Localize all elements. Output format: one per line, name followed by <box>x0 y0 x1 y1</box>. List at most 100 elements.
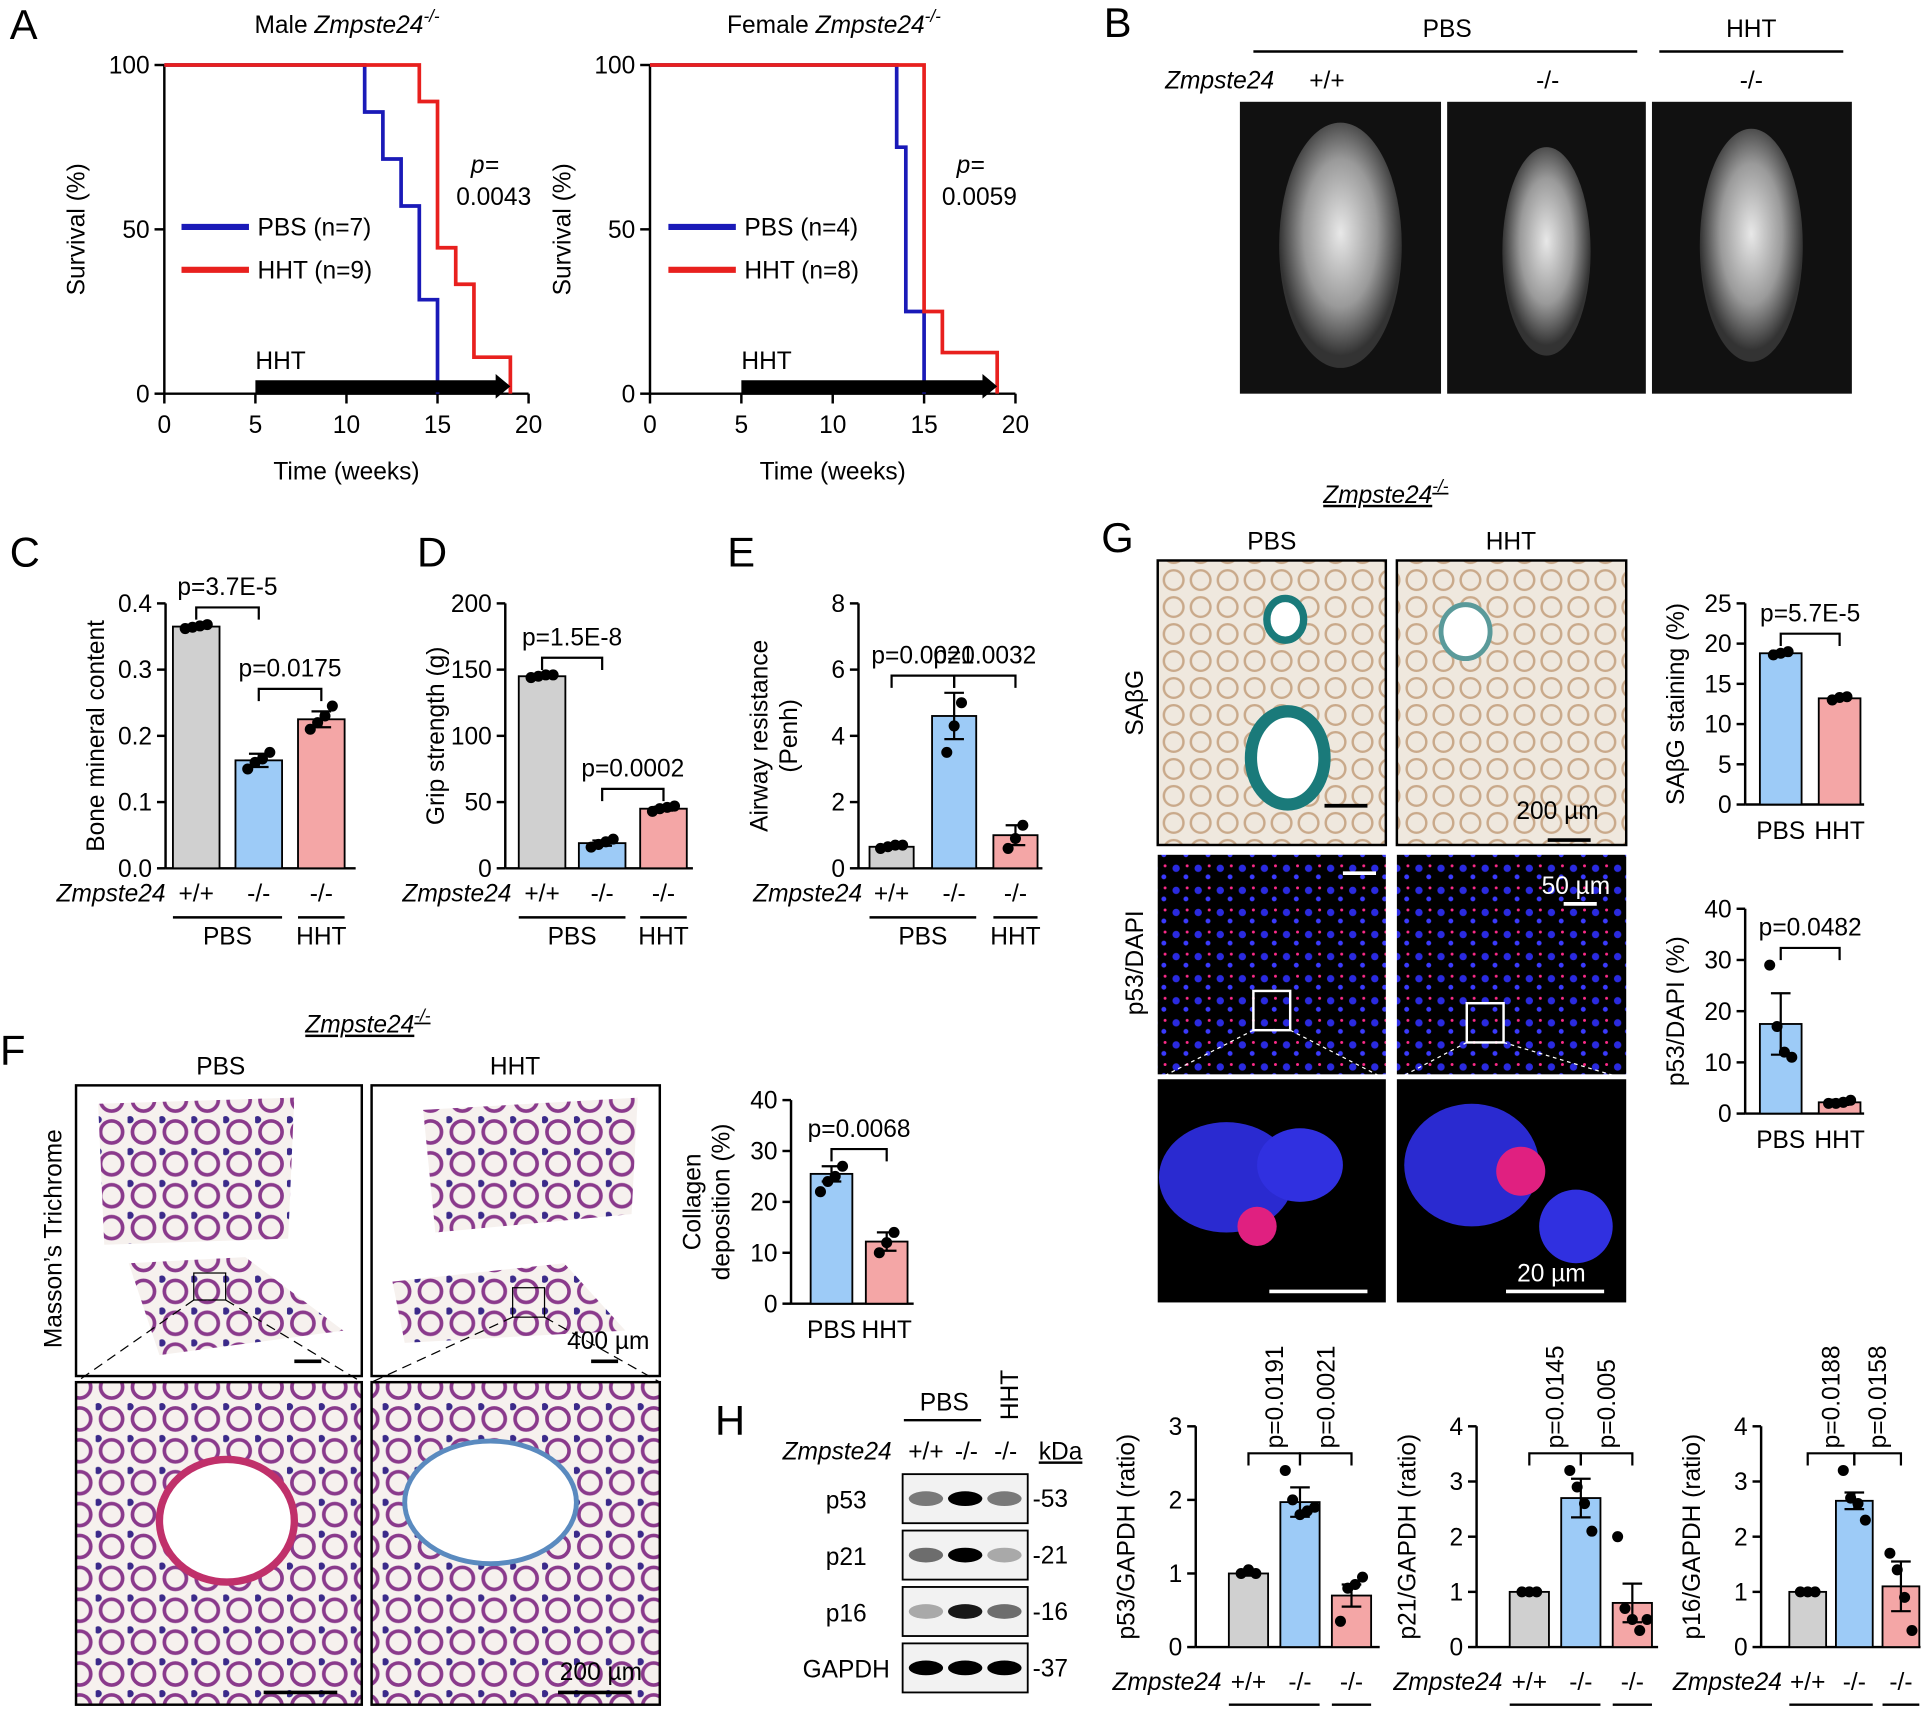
p-value: p=0.0021 <box>871 642 974 669</box>
y-tick-label: 0 <box>1718 1101 1732 1128</box>
data-point <box>1837 1464 1849 1476</box>
x-tick-label: 10 <box>819 412 846 439</box>
y-tick-label: 3 <box>1169 1414 1183 1441</box>
category-label: -/- <box>943 880 966 907</box>
group-label: HHT <box>638 923 688 950</box>
data-point <box>1859 1514 1871 1526</box>
y-tick-label: 40 <box>750 1088 777 1115</box>
y-tick-label: 0 <box>478 856 492 883</box>
blot-band <box>987 1491 1022 1507</box>
nucleus <box>1257 1128 1343 1202</box>
data-point <box>1578 1498 1591 1510</box>
genotype-label: Zmpste24 <box>782 1438 892 1465</box>
p-value: 0.0043 <box>456 184 531 211</box>
data-point <box>1634 1624 1646 1637</box>
data-point <box>242 763 254 775</box>
data-point <box>941 746 953 758</box>
bar <box>1508 1590 1550 1648</box>
blot-band <box>948 1491 983 1507</box>
p-value: p=0.0002 <box>581 756 684 783</box>
y-tick-label: 0 <box>831 856 845 883</box>
data-point <box>1250 1567 1262 1579</box>
data-point <box>1531 1586 1543 1598</box>
panel-g: G Zmpste24-/- PBS HHT SAβG p53/DAPI 200 … <box>1101 476 1628 1303</box>
bar <box>1758 652 1803 806</box>
p-value: p=0.0188 <box>1819 1345 1846 1448</box>
category-label: +/+ <box>1512 1669 1547 1696</box>
column-label: PBS <box>196 1053 245 1080</box>
p-value: p=5.7E-5 <box>1760 600 1860 627</box>
comparison-bracket <box>830 1147 888 1162</box>
genotype-label: Zmpste24 <box>752 880 862 907</box>
data-point <box>1357 1571 1369 1583</box>
data-point <box>1564 1464 1576 1476</box>
genotype: -/- <box>955 1438 978 1465</box>
group-label: HHT <box>1726 16 1776 43</box>
category-label: -/- <box>247 880 270 907</box>
fluorescence-image <box>1396 854 1627 1075</box>
y-axis-label: p21/GAPDH (ratio) <box>1394 1434 1421 1640</box>
column-label: HHT <box>1486 528 1536 555</box>
panel-label: B <box>1104 0 1132 46</box>
treatment-label: HHT <box>255 348 305 375</box>
y-tick-label: 30 <box>750 1139 777 1166</box>
category-label: +/+ <box>1790 1669 1825 1696</box>
y-tick-label: 150 <box>451 657 492 684</box>
title: Female <box>727 12 809 39</box>
gene: Zmpste24 <box>815 12 925 39</box>
zoom-line <box>75 1299 661 1383</box>
category-label: -/- <box>591 880 614 907</box>
bar <box>1279 1501 1321 1648</box>
data-point <box>1279 1464 1291 1476</box>
legend-label: PBS (n=7) <box>258 214 372 241</box>
y-axis-label: p53/GAPDH (ratio) <box>1113 1434 1140 1640</box>
y-tick-label: 40 <box>1704 896 1731 923</box>
band-label: p16 <box>826 1600 867 1627</box>
legend-label: HHT (n=8) <box>744 257 859 284</box>
p53-signal <box>1237 1206 1277 1247</box>
comparison-bracket <box>601 787 665 802</box>
y-axis-label: Grip strength (g) <box>423 647 450 825</box>
scale-label: 20 µm <box>1517 1261 1586 1288</box>
y-axis-label: deposition (%) <box>709 1124 736 1281</box>
y-tick-label: 2 <box>1449 1524 1463 1551</box>
data-point <box>319 710 331 722</box>
data-point <box>837 1160 849 1172</box>
y-axis-label: Survival (%) <box>549 163 576 295</box>
band-size: -53 <box>1033 1486 1068 1513</box>
p-value: p=0.0021 <box>1313 1345 1340 1448</box>
category-label: +/+ <box>524 880 559 907</box>
panel-label: A <box>10 1 38 48</box>
category-label: -/- <box>652 880 675 907</box>
y-tick-label: 50 <box>122 217 149 244</box>
y-tick-label: 15 <box>1704 671 1731 698</box>
y-axis-label: p53/DAPI (%) <box>1663 936 1690 1086</box>
y-tick-label: 8 <box>831 591 845 618</box>
panel-label: C <box>10 529 40 576</box>
gene: Zmpste24 <box>313 12 423 39</box>
title: Male <box>254 12 307 39</box>
genotype-label: Zmpste24 <box>1111 1669 1221 1696</box>
p-value: p=0.0145 <box>1543 1345 1570 1448</box>
comparison-bracket <box>1779 632 1841 646</box>
zoom-box <box>193 1272 227 1301</box>
y-tick-label: 0 <box>1449 1635 1463 1662</box>
p-value: p=0.0191 <box>1262 1345 1289 1448</box>
y-tick-label: 1 <box>1169 1561 1183 1588</box>
p-value: p=0.0158 <box>1865 1345 1892 1448</box>
comparison-bracket <box>1853 1452 1903 1466</box>
bar <box>297 718 346 870</box>
stained-vessel <box>1438 602 1493 662</box>
genotype-label: Zmpste24 <box>1672 1669 1782 1696</box>
data-point <box>1845 1094 1857 1106</box>
x-tick-label: 5 <box>249 412 263 439</box>
data-point <box>1619 1602 1631 1614</box>
blot-band <box>987 1547 1022 1563</box>
category-label: -/- <box>1004 880 1027 907</box>
sabg-image <box>1395 559 1628 847</box>
y-tick-label: 50 <box>608 217 635 244</box>
y-tick-label: 20 <box>750 1189 777 1216</box>
band-label: p53 <box>826 1487 867 1514</box>
y-tick-label: 10 <box>750 1240 777 1267</box>
blot-band <box>987 1604 1022 1619</box>
